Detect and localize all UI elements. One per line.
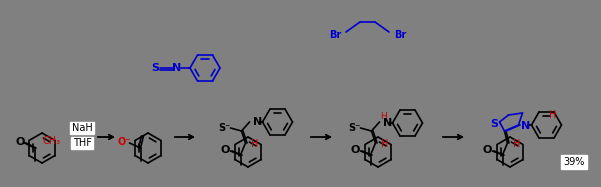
- Text: N: N: [172, 63, 182, 73]
- Text: S⁻: S⁻: [349, 123, 361, 133]
- Text: H: H: [380, 139, 388, 149]
- Text: H: H: [251, 139, 258, 149]
- Text: O: O: [16, 137, 25, 147]
- Text: H: H: [380, 113, 387, 122]
- Text: N: N: [252, 117, 262, 127]
- Text: H: H: [549, 110, 556, 120]
- Text: NaH: NaH: [72, 123, 93, 133]
- Text: O: O: [483, 145, 492, 155]
- Text: O: O: [221, 145, 230, 155]
- Text: N: N: [382, 118, 392, 128]
- Text: S: S: [151, 63, 159, 73]
- Text: H: H: [513, 139, 520, 149]
- Text: S: S: [490, 119, 498, 129]
- Text: O: O: [351, 145, 360, 155]
- Text: O⁻: O⁻: [118, 137, 131, 147]
- Text: Br: Br: [394, 30, 406, 40]
- Text: N: N: [522, 121, 531, 131]
- Text: S⁻: S⁻: [218, 123, 231, 133]
- Text: 39%: 39%: [563, 157, 585, 167]
- Text: CH₃: CH₃: [43, 136, 61, 146]
- Text: Br: Br: [329, 30, 341, 40]
- Text: THF: THF: [73, 138, 91, 148]
